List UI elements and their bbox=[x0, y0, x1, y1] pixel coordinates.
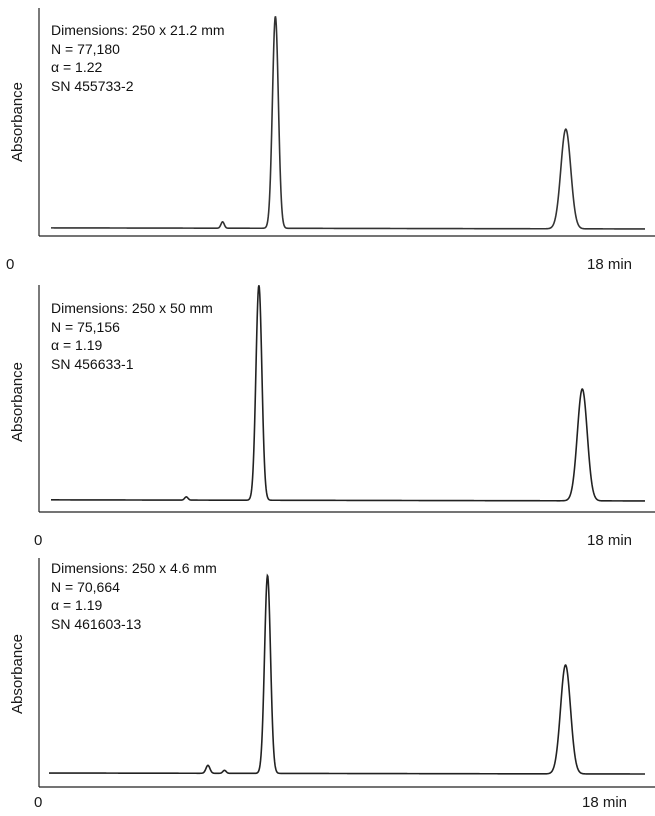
column-info: Dimensions: 250 x 4.6 mm N = 70,664 α = … bbox=[51, 559, 217, 633]
x-tick-end: 18 min bbox=[582, 794, 628, 811]
alpha-label: α = 1.19 bbox=[51, 597, 103, 613]
plate-count-label: N = 77,180 bbox=[51, 40, 120, 57]
x-tick-end: 18 min bbox=[587, 256, 633, 273]
chromatogram-trace bbox=[51, 285, 646, 502]
y-axis-label: Absorbance bbox=[9, 82, 26, 162]
column-info: Dimensions: 250 x 21.2 mm N = 77,180 α =… bbox=[51, 21, 225, 95]
x-tick-start: 0 bbox=[34, 532, 43, 549]
alpha-label: α = 1.19 bbox=[51, 337, 103, 353]
chromatogram-trace bbox=[49, 573, 645, 775]
column-info: Dimensions: 250 x 50 mm N = 75,156 α = 1… bbox=[51, 299, 213, 373]
serial-number-label: SN 455733-2 bbox=[51, 77, 134, 94]
dimensions-label: Dimensions: 250 x 21.2 mm bbox=[51, 22, 225, 38]
alpha-label: α = 1.22 bbox=[51, 59, 103, 75]
y-axis-label: Absorbance bbox=[9, 634, 26, 714]
serial-number-label: SN 456633-1 bbox=[51, 355, 134, 372]
chromatogram-svg-1: Absorbance bbox=[9, 8, 655, 237]
x-tick-end: 18 min bbox=[587, 532, 633, 549]
chromatogram-panel-2: Absorbance Dimensions: 250 x 50 mm N = 7… bbox=[0, 280, 655, 550]
chromatogram-svg-2: Absorbance bbox=[9, 285, 655, 513]
chromatogram-panel-1: Absorbance Dimensions: 250 x 21.2 mm N =… bbox=[0, 0, 655, 280]
x-tick-start: 0 bbox=[34, 794, 43, 811]
y-axis-label: Absorbance bbox=[9, 362, 26, 442]
chromatogram-trace bbox=[51, 16, 645, 230]
plate-count-label: N = 75,156 bbox=[51, 318, 120, 335]
chromatogram-svg-3: Absorbance bbox=[9, 558, 655, 788]
dimensions-label: Dimensions: 250 x 50 mm bbox=[51, 300, 213, 316]
x-tick-start: 0 bbox=[6, 256, 15, 273]
serial-number-label: SN 461603-13 bbox=[51, 615, 142, 632]
chromatogram-panel-3: Absorbance Dimensions: 250 x 4.6 mm N = … bbox=[0, 550, 655, 816]
plate-count-label: N = 70,664 bbox=[51, 578, 120, 595]
dimensions-label: Dimensions: 250 x 4.6 mm bbox=[51, 560, 217, 576]
